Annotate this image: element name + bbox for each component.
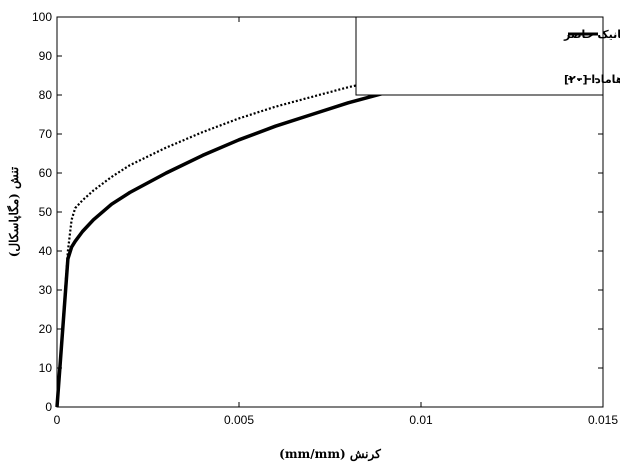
legend-box (355, 16, 604, 96)
x-tick-label: 0.015 (588, 413, 618, 427)
y-tick-label: 20 (39, 322, 53, 336)
y-tick-label: 70 (39, 127, 53, 141)
y-tick-label: 100 (32, 10, 52, 24)
legend-label-hamada: هامادا [۲۰] (564, 73, 620, 86)
x-tick-label: 0.005 (224, 413, 254, 427)
y-tick-label: 10 (39, 361, 53, 375)
y-tick-label: 60 (39, 166, 53, 180)
series-layer (55, 82, 411, 408)
y-tick-label: 80 (39, 88, 53, 102)
y-tick-label: 50 (39, 205, 53, 219)
y-tick-label: 30 (39, 283, 53, 297)
legend: مدل مایکرومکانیک حاضر هامادا [۲۰] (355, 16, 620, 96)
x-axis-ticks: 0 0.005 0.01 0.015 (54, 17, 618, 427)
x-tick-label: 0 (54, 413, 61, 427)
y-tick-label: 0 (45, 400, 52, 414)
y-tick-label: 90 (39, 49, 53, 63)
y-axis-ticks: 0 10 20 30 40 50 60 70 80 90 100 (32, 10, 603, 414)
y-tick-label: 40 (39, 244, 53, 258)
x-tick-label: 0.01 (409, 413, 433, 427)
series-line-hamada (55, 82, 367, 408)
legend-label-present-model: مدل مایکرومکانیک حاضر (563, 28, 620, 41)
x-axis-title: کرنش (mm/mm) (279, 447, 381, 462)
series-line-present-model (55, 85, 411, 408)
y-axis-title: تنش (مگاپاسکال) (6, 166, 22, 257)
